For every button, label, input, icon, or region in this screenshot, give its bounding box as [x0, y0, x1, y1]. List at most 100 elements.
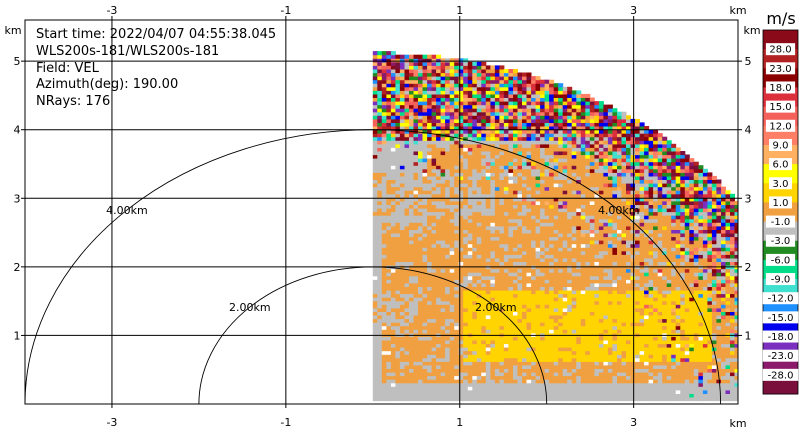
velocity-cell [404, 343, 410, 348]
velocity-cell [531, 257, 537, 262]
velocity-cell [562, 236, 568, 241]
velocity-cell [522, 379, 527, 384]
velocity-cell [436, 218, 442, 223]
velocity-cell [413, 247, 419, 252]
velocity-cell [422, 386, 428, 391]
velocity-cell [413, 357, 419, 362]
velocity-cell [562, 350, 568, 355]
velocity-cell [549, 186, 555, 191]
velocity-cell [413, 364, 419, 369]
velocity-cell [508, 115, 514, 120]
velocity-cell [494, 386, 500, 391]
velocity-cell [612, 190, 618, 195]
velocity-cell [540, 311, 546, 316]
velocity-cell [513, 286, 518, 291]
velocity-cell [463, 243, 469, 248]
velocity-cell [558, 140, 564, 145]
velocity-cell [549, 133, 555, 138]
velocity-cell [535, 375, 541, 380]
velocity-cell [422, 172, 428, 177]
velocity-cell [413, 389, 419, 394]
velocity-cell [544, 122, 550, 127]
velocity-cell [607, 200, 613, 205]
velocity-cell [472, 136, 478, 141]
velocity-cell [494, 297, 500, 302]
velocity-cell [372, 65, 378, 70]
velocity-cell [494, 76, 500, 81]
velocity-cell [372, 375, 378, 380]
velocity-cell [399, 282, 405, 287]
velocity-cell [503, 279, 509, 284]
velocity-cell [431, 254, 437, 259]
velocity-cell [381, 229, 387, 234]
velocity-cell [413, 297, 419, 302]
velocity-cell [413, 86, 419, 91]
velocity-cell [386, 379, 392, 384]
velocity-cell [549, 389, 555, 394]
velocity-cell [513, 104, 518, 109]
velocity-cell [544, 147, 550, 152]
velocity-cell [472, 300, 478, 305]
velocity-cell [413, 54, 419, 59]
velocity-cell [427, 83, 433, 88]
velocity-cell [422, 347, 428, 352]
velocity-cell [576, 147, 582, 152]
velocity-cell [490, 165, 496, 170]
velocity-cell [499, 357, 505, 362]
velocity-cell [386, 93, 392, 98]
velocity-cell [598, 208, 604, 213]
velocity-cell [517, 393, 523, 398]
velocity-cell [440, 215, 446, 220]
velocity-cell [567, 218, 573, 223]
velocity-cell [454, 261, 460, 266]
velocity-cell [472, 161, 478, 166]
velocity-cell [381, 257, 387, 262]
velocity-cell [449, 118, 455, 123]
velocity-cell [612, 368, 618, 373]
velocity-cell [445, 322, 451, 327]
velocity-cell [454, 204, 460, 209]
velocity-cell [467, 225, 473, 230]
velocity-cell [440, 279, 446, 284]
velocity-cell [476, 332, 482, 337]
velocity-cell [526, 161, 532, 166]
velocity-cell [458, 154, 464, 159]
velocity-cell [409, 218, 414, 223]
velocity-cell [607, 368, 613, 373]
velocity-cell [427, 386, 433, 391]
velocity-cell [594, 297, 600, 302]
velocity-cell [413, 254, 419, 259]
velocity-cell [558, 151, 564, 156]
velocity-cell [458, 97, 464, 102]
velocity-cell [589, 147, 595, 152]
velocity-cell [399, 211, 405, 216]
velocity-cell [386, 254, 392, 259]
velocity-cell [418, 368, 423, 373]
velocity-cell [549, 136, 555, 141]
velocity-cell [540, 183, 546, 188]
velocity-cell [553, 322, 559, 327]
velocity-cell [390, 361, 396, 366]
velocity-cell [404, 272, 410, 277]
velocity-cell [508, 104, 514, 109]
velocity-cell [422, 340, 428, 345]
velocity-cell [535, 225, 541, 230]
velocity-cell [472, 386, 478, 391]
velocity-cell [490, 318, 496, 323]
velocity-cell [427, 179, 433, 184]
velocity-cell [449, 272, 455, 277]
velocity-cell [454, 76, 460, 81]
velocity-cell [513, 364, 518, 369]
velocity-cell [431, 361, 437, 366]
velocity-cell [418, 350, 423, 355]
velocity-cell [513, 197, 518, 202]
velocity-cell [535, 129, 541, 134]
velocity-cell [503, 389, 509, 394]
velocity-cell [540, 104, 546, 109]
velocity-cell [558, 218, 564, 223]
velocity-cell [445, 225, 451, 230]
velocity-cell [436, 129, 442, 134]
velocity-cell [517, 240, 523, 245]
velocity-cell [562, 215, 568, 220]
velocity-cell [390, 200, 396, 205]
